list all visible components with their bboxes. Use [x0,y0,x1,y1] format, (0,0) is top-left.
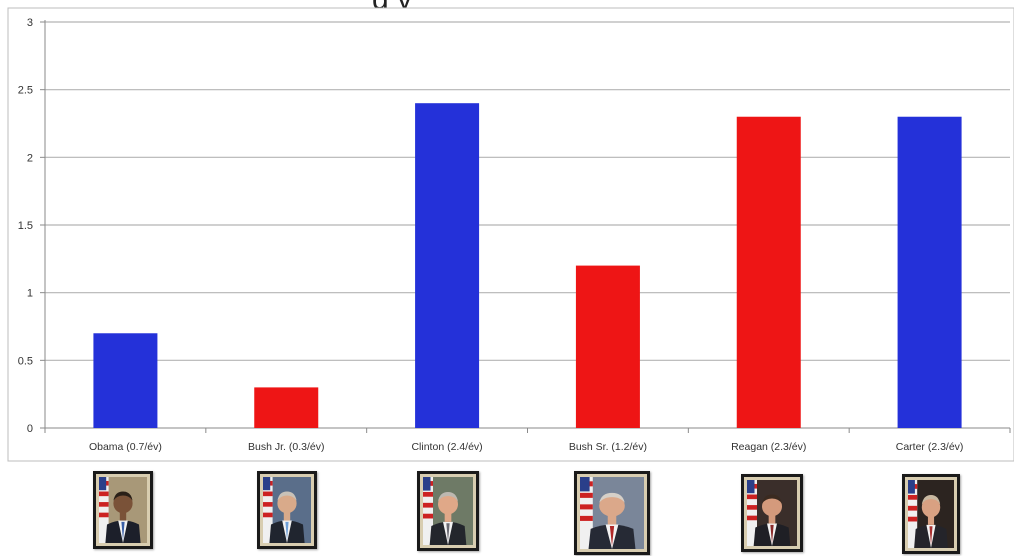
x-tick-label: Clinton (2.4/év) [411,441,482,453]
x-tick-label: Bush Jr. (0.3/év) [248,441,324,453]
reagan-portrait-image [747,480,797,546]
bar-6 [897,116,962,428]
clinton-portrait-image [423,477,473,545]
y-tick-label: 1 [27,288,33,300]
bush-jr-portrait-image [263,477,311,543]
bar-2 [254,387,319,428]
y-tick-label: 1.5 [18,220,33,232]
y-tick-label: 2 [27,152,33,164]
y-tick-label: 0 [27,423,33,435]
y-tick-label: 0.5 [18,355,33,367]
bar-3 [415,103,480,428]
portrait-frame [741,474,803,552]
bars [93,103,962,428]
portrait-frame [902,474,960,554]
bar-4 [575,265,640,428]
portrait-frame [574,471,650,555]
y-tick-label: 2.5 [18,85,33,97]
gridlines [45,21,1010,361]
bar-5 [736,116,801,428]
plot-area [7,7,1014,462]
x-tick-label: Reagan (2.3/év) [731,441,806,453]
x-tick-labels: Obama (0.7/év) Bush Jr. (0.3/év) Clinton (… [89,441,963,453]
obama-portrait-image [99,477,147,543]
portrait-frame [93,471,153,549]
axes [40,20,1011,433]
carter-portrait-image [908,480,954,548]
x-tick-label: Carter (2.3/év) [896,441,964,453]
y-tick-labels: 0 0.5 1 1.5 2 2.5 3 [18,17,33,435]
portrait-frame [257,471,317,549]
y-tick-label: 3 [27,17,33,29]
portrait-frame [417,471,479,551]
bar-1 [93,333,158,428]
bush-sr-portrait-image [580,477,644,549]
x-tick-label: Obama (0.7/év) [89,441,162,453]
x-tick-label: Bush Sr. (1.2/év) [569,441,647,453]
